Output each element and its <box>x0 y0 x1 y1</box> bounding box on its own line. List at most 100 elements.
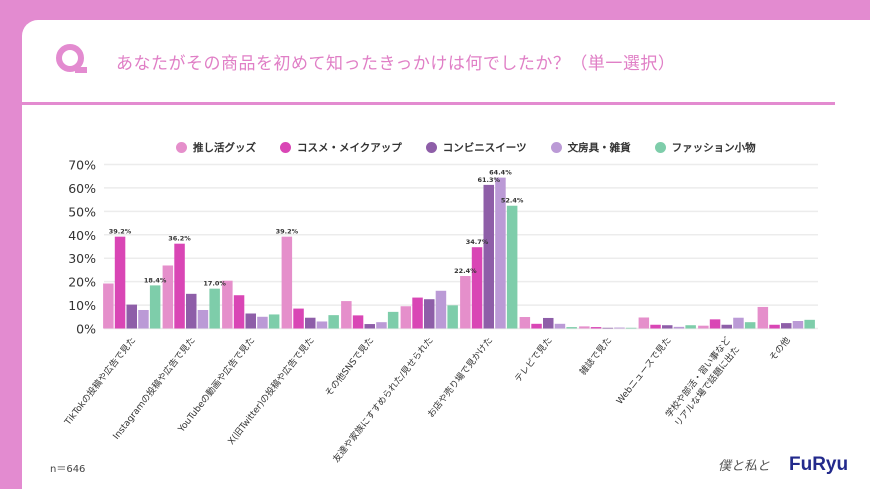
legend-swatch <box>654 142 666 153</box>
content-card <box>22 20 870 489</box>
bar <box>506 205 518 329</box>
y-tick-label: 60% <box>68 181 96 196</box>
x-tick-label: TikTokの投稿や広告で見た <box>61 334 138 428</box>
bar <box>352 315 364 329</box>
bar <box>447 305 458 329</box>
bar <box>531 323 542 329</box>
data-label: 39.2% <box>276 228 299 236</box>
bar <box>364 324 375 329</box>
bar <box>293 308 304 329</box>
bar <box>412 297 423 329</box>
data-label: 64.4% <box>489 169 512 177</box>
legend-item: ファッション小物 <box>654 140 756 155</box>
legend-swatch <box>280 142 291 153</box>
bar <box>435 290 447 329</box>
legend-item: コスメ・メイクアップ <box>280 140 402 155</box>
bar <box>673 326 685 329</box>
legend-swatch <box>550 142 562 153</box>
bar <box>197 309 209 329</box>
bar <box>781 323 792 329</box>
sample-size: n＝646 <box>50 464 86 475</box>
furyu-logo: FuRyu <box>789 454 849 475</box>
y-tick-label: 40% <box>68 228 96 243</box>
data-label: 17.0% <box>203 280 226 288</box>
bar <box>590 327 602 329</box>
bar <box>519 317 531 329</box>
bar <box>579 326 590 329</box>
legend-label: ファッション小物 <box>671 142 756 154</box>
bar <box>602 327 613 329</box>
bar <box>268 314 280 329</box>
bar <box>245 313 256 329</box>
bar <box>138 309 149 329</box>
bar <box>733 317 744 329</box>
x-tick-label: その他 <box>767 334 793 363</box>
legend-item: 文房具・雑貨 <box>550 140 631 155</box>
legend-label: コスメ・メイクアップ <box>297 142 402 154</box>
bar <box>685 325 696 329</box>
y-tick-label: 0% <box>76 322 96 337</box>
bar <box>709 319 721 329</box>
bar <box>305 317 316 329</box>
y-tick-label: 10% <box>68 298 96 313</box>
legend-label: 推し活グッズ <box>193 142 256 154</box>
bar <box>638 317 650 329</box>
legend-swatch <box>425 142 437 153</box>
bar <box>174 243 185 329</box>
bar <box>376 322 387 329</box>
x-tick-label: お店や売り場で見かけた <box>425 334 495 419</box>
bar <box>662 325 673 329</box>
bar <box>400 306 412 329</box>
bar <box>721 324 732 329</box>
bar <box>328 315 339 329</box>
bar <box>149 285 161 329</box>
data-label: 61.3% <box>477 176 500 184</box>
bar <box>281 236 293 329</box>
bar <box>543 317 554 329</box>
bar <box>222 280 233 329</box>
bar <box>114 236 126 329</box>
bar <box>698 325 709 329</box>
bar <box>316 321 328 329</box>
bar <box>804 319 815 329</box>
x-tick-label: テレビで見た <box>513 335 555 384</box>
data-label: 22.4% <box>454 267 477 275</box>
question-title: あなたがその商品を初めて知ったきっかけは何でしたか？（単一選択） <box>116 54 676 74</box>
bar <box>387 311 399 329</box>
bar <box>554 323 566 329</box>
data-label: 36.2% <box>168 235 191 243</box>
data-label: 34.7% <box>466 238 489 246</box>
bar <box>792 321 804 329</box>
y-tick-label: 50% <box>68 204 96 219</box>
x-tick-label: その他SNSで見た <box>322 334 376 398</box>
data-label: 52.4% <box>501 197 524 205</box>
legend-label: 文房具・雑貨 <box>567 142 631 154</box>
data-label: 39.2% <box>109 228 132 236</box>
legend-item: 推し活グッズ <box>176 140 256 155</box>
title-divider <box>22 102 835 105</box>
bar <box>566 327 577 329</box>
bar <box>744 322 756 329</box>
bar <box>257 316 268 329</box>
y-tick-label: 70% <box>68 158 96 173</box>
bar <box>103 283 114 329</box>
bar <box>233 295 245 329</box>
bar <box>471 247 483 329</box>
bar <box>126 304 137 329</box>
legend-item: コンビニスイーツ <box>425 140 527 155</box>
data-label: 18.4% <box>144 276 167 284</box>
bar <box>209 288 220 329</box>
signature-logo: 僕と私と <box>718 459 771 474</box>
bar <box>424 299 435 329</box>
bar <box>650 324 661 329</box>
y-tick-label: 20% <box>68 275 96 290</box>
bar <box>186 293 197 329</box>
bar <box>757 306 769 329</box>
legend: 推し活グッズ コスメ・メイクアップ コンビニスイーツ 文房具・雑貨 ファッション… <box>176 140 756 155</box>
bar <box>341 301 352 329</box>
bar <box>495 177 506 329</box>
bar <box>625 327 637 329</box>
y-tick-label: 30% <box>68 251 96 266</box>
bar <box>769 324 780 329</box>
